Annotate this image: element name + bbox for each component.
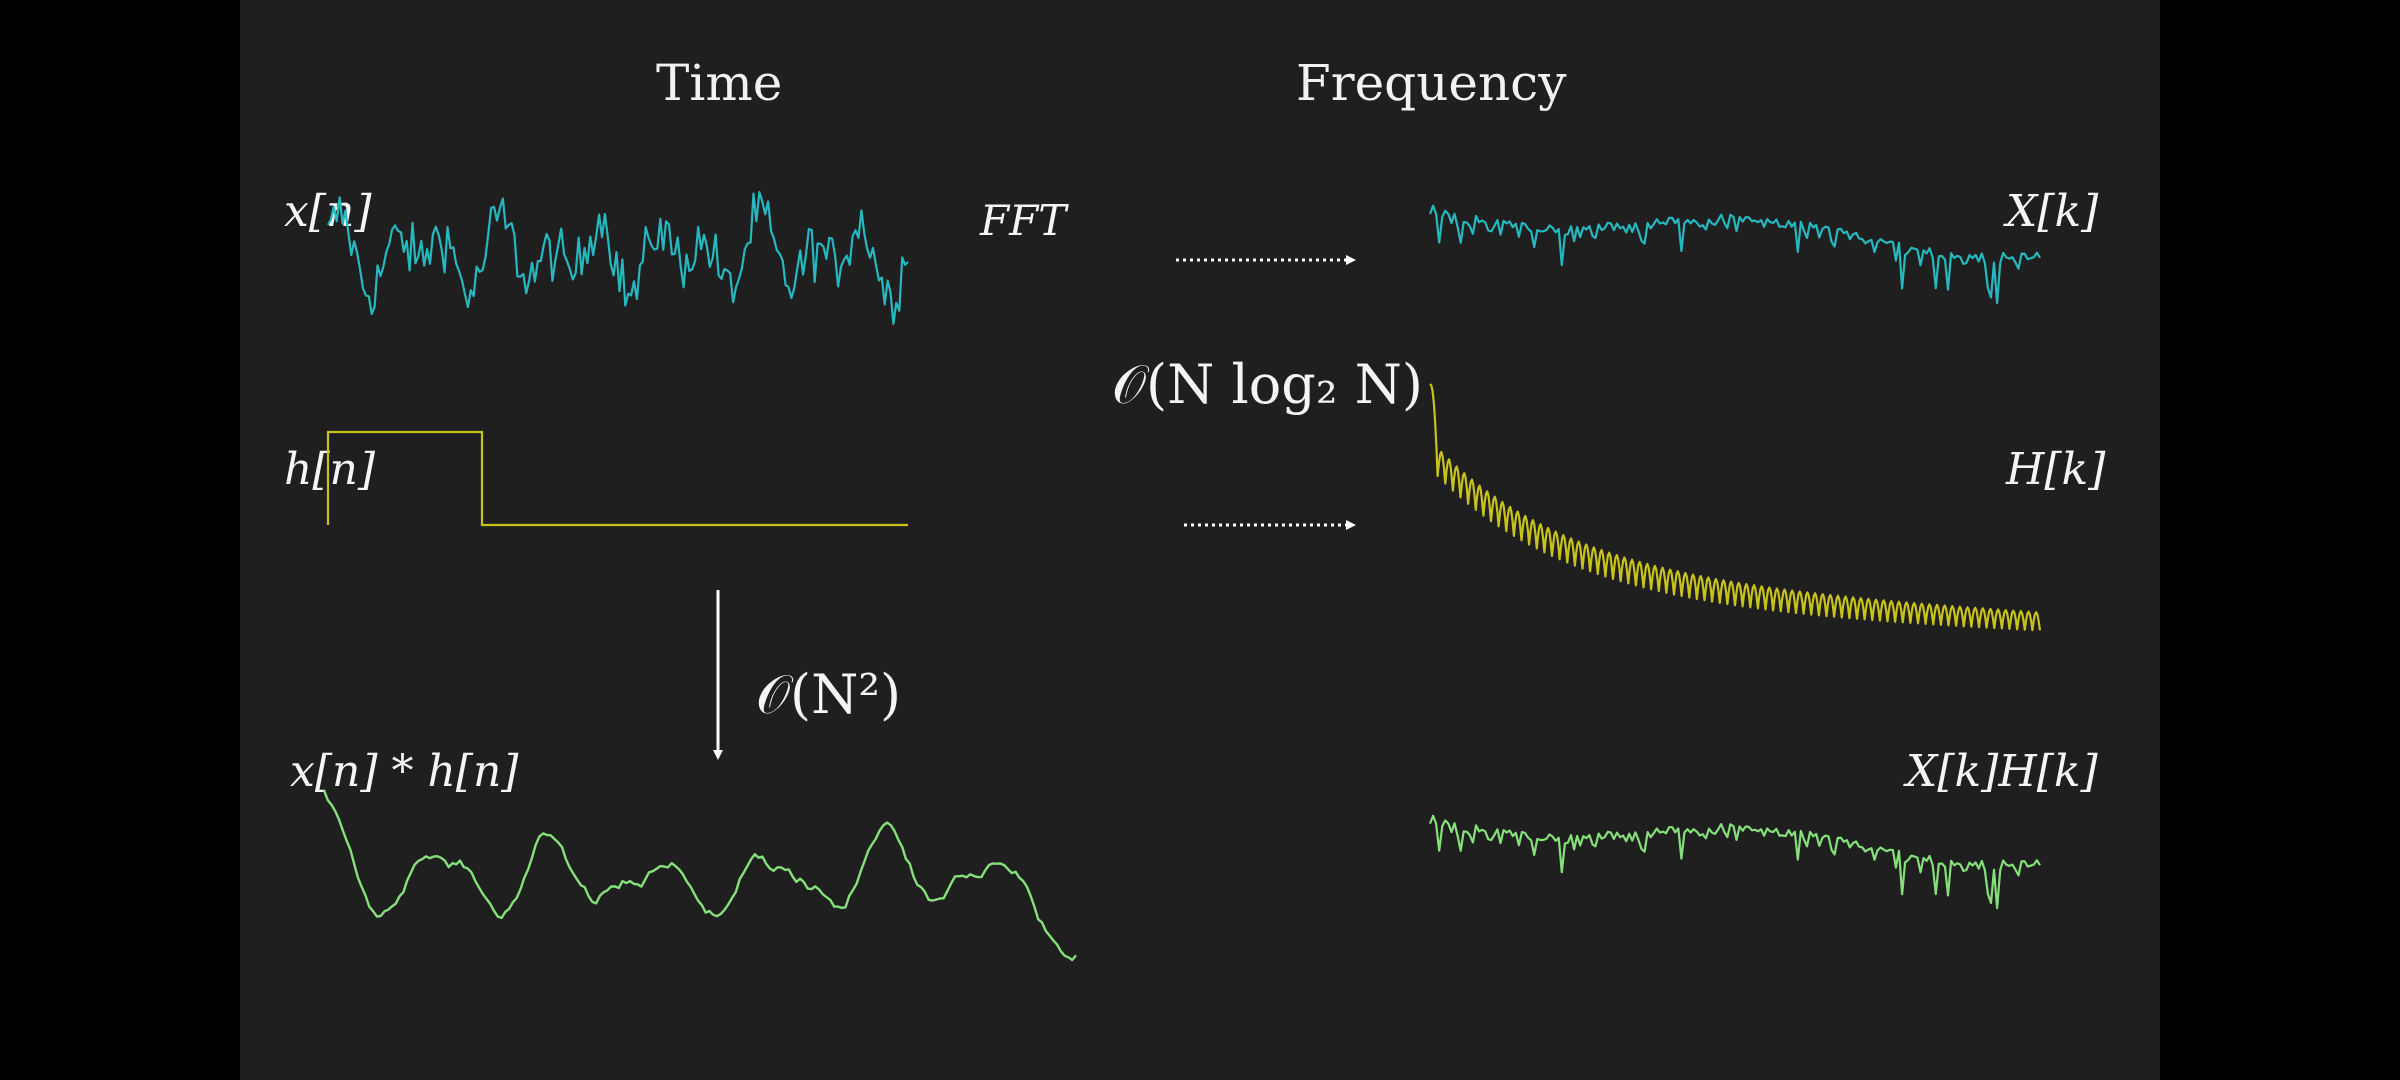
X-k-spectrum xyxy=(1428,204,2041,305)
frequency-heading: Frequency xyxy=(1296,54,1567,112)
fft-complexity-label: 𝒪(N log₂ N) xyxy=(1112,353,1423,416)
signal-plots xyxy=(322,191,2042,962)
diagram-canvas: Time Frequency x[n] h[n] x[n] * h[n] X[k… xyxy=(240,0,2160,1080)
fft-label: FFT xyxy=(980,196,1067,245)
H-k-label: H[k] xyxy=(2006,444,2106,495)
x-n-waveform xyxy=(327,191,909,325)
XH-k-spectrum xyxy=(1428,814,2041,910)
XH-k-label: X[k]H[k] xyxy=(1906,746,2098,797)
x-n-label: x[n] xyxy=(284,186,372,237)
convolution-label: x[n] * h[n] xyxy=(290,746,519,797)
convolution-waveform xyxy=(322,789,1077,962)
X-k-label: X[k] xyxy=(2006,186,2099,237)
direct-complexity-label: 𝒪(N²) xyxy=(756,663,902,726)
H-k-spectrum xyxy=(1429,383,2042,632)
h-n-waveform xyxy=(326,430,908,527)
time-heading: Time xyxy=(656,54,783,112)
h-n-label: h[n] xyxy=(284,444,376,495)
